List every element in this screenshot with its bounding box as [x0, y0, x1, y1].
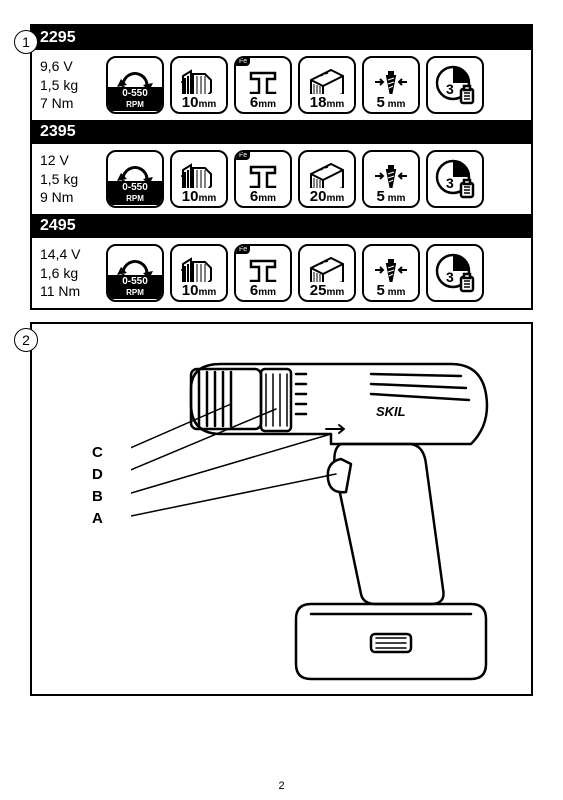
- model-header: 2495: [32, 214, 531, 238]
- callout-b: B: [92, 488, 103, 510]
- chuck-icon: 10mm: [170, 244, 228, 302]
- rpm-icon: 0-550RPM: [106, 150, 164, 208]
- svg-text:3: 3: [446, 81, 454, 97]
- rpm-icon: 0-550RPM: [106, 244, 164, 302]
- wood-icon: 25mm: [298, 244, 356, 302]
- model-row: 9,6 V1,5 kg7 Nm 0-550RPM 10mmFe 6mm: [32, 50, 531, 120]
- drill-illustration: SKIL: [131, 334, 511, 684]
- specs-panel: 1 22959,6 V1,5 kg7 Nm 0-550RPM 10mmFe 6m…: [30, 24, 533, 310]
- screw-icon: 5 mm: [362, 56, 420, 114]
- callout-a: A: [92, 510, 103, 532]
- specs-text: 12 V1,5 kg9 Nm: [40, 151, 100, 208]
- specs-text: 14,4 V1,6 kg11 Nm: [40, 245, 100, 302]
- model-header: 2295: [32, 26, 531, 50]
- brand-label: SKIL: [376, 404, 406, 419]
- callout-c: C: [92, 444, 103, 466]
- model-header: 2395: [32, 120, 531, 144]
- screw-icon: 5 mm: [362, 150, 420, 208]
- rpm-icon: 0-550RPM: [106, 56, 164, 114]
- steel-icon: Fe 6mm: [234, 244, 292, 302]
- model-row: 12 V1,5 kg9 Nm 0-550RPM 10mmFe 6mm: [32, 144, 531, 214]
- callout-labels: C D B A: [92, 444, 103, 532]
- callout-d: D: [92, 466, 103, 488]
- model-row: 14,4 V1,6 kg11 Nm 0-550RPM 10mmFe 6mm: [32, 238, 531, 308]
- chuck-icon: 10mm: [170, 150, 228, 208]
- diagram-panel: 2 C D B A SKIL: [30, 322, 533, 696]
- svg-text:3: 3: [446, 175, 454, 191]
- steel-icon: Fe 6mm: [234, 56, 292, 114]
- chuck-icon: 10mm: [170, 56, 228, 114]
- svg-text:3: 3: [446, 269, 454, 285]
- charge-time-icon: 3: [426, 56, 484, 114]
- panel-number-1: 1: [14, 30, 38, 54]
- wood-icon: 18mm: [298, 56, 356, 114]
- charge-time-icon: 3: [426, 150, 484, 208]
- specs-text: 9,6 V1,5 kg7 Nm: [40, 57, 100, 114]
- screw-icon: 5 mm: [362, 244, 420, 302]
- wood-icon: 20mm: [298, 150, 356, 208]
- page-number: 2: [0, 780, 563, 792]
- charge-time-icon: 3: [426, 244, 484, 302]
- steel-icon: Fe 6mm: [234, 150, 292, 208]
